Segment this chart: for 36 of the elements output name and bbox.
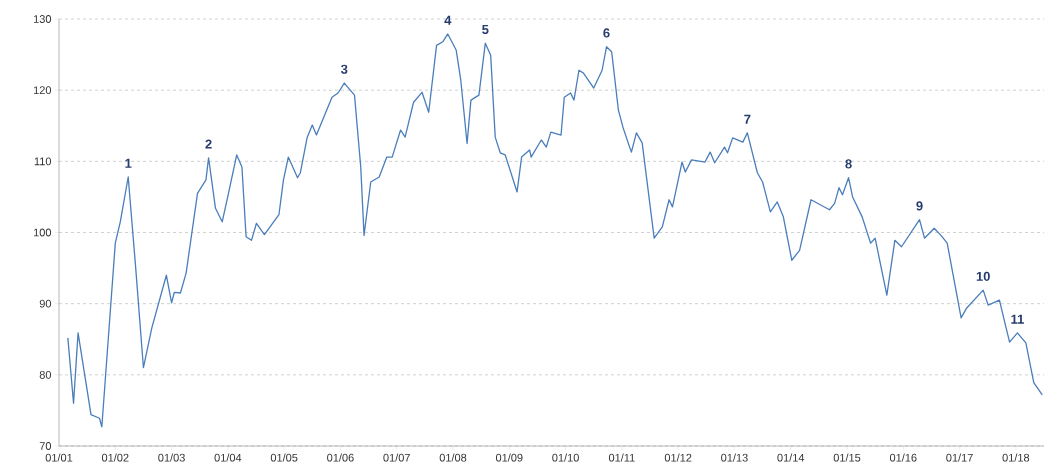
annotation: 11 — [1011, 314, 1024, 324]
y-tick-label: 70 — [39, 442, 52, 450]
y-tick-label: 110 — [34, 157, 52, 166]
annotation: 3 — [340, 64, 348, 74]
x-tick-label: 01/11 — [608, 453, 635, 462]
annotation: 7 — [744, 114, 751, 124]
x-tick-label: 01/17 — [946, 453, 973, 462]
annotation: 2 — [205, 139, 212, 149]
y-tick-label: 90 — [39, 299, 52, 308]
x-tick-label: 01/03 — [158, 453, 185, 462]
annotation: 5 — [482, 24, 489, 34]
y-tick-label: 100 — [33, 228, 52, 237]
x-tick-label: 01/02 — [101, 453, 129, 462]
x-tick-label: 01/14 — [777, 453, 805, 462]
x-tick-label: 01/06 — [327, 453, 354, 462]
annotation: 6 — [603, 28, 610, 38]
y-tick-label: 80 — [39, 370, 52, 379]
x-tick-label: 01/05 — [270, 453, 298, 462]
annotation: 1 — [125, 158, 132, 168]
y-tick-label: 120 — [33, 86, 52, 95]
x-tick-label: 01/08 — [439, 453, 467, 462]
y-tick-label: 130 — [33, 15, 52, 23]
annotation: 10 — [976, 271, 990, 281]
x-tick-label: 01/13 — [721, 453, 748, 462]
x-tick-label: 01/18 — [1002, 453, 1030, 462]
annotation: 4 — [444, 15, 452, 25]
x-tick-label: 01/10 — [552, 453, 579, 462]
x-tick-label: 01/16 — [889, 453, 917, 462]
annotation: 9 — [916, 201, 923, 211]
x-tick-label: 01/01 — [45, 453, 73, 462]
x-tick-label: 01/04 — [214, 453, 242, 462]
annotation: 8 — [845, 159, 852, 169]
x-tick-label: 01/07 — [383, 453, 410, 462]
x-tick-label: 01/15 — [833, 453, 861, 462]
x-tick-label: 01/12 — [664, 453, 692, 462]
x-tick-label: 01/09 — [495, 453, 523, 462]
